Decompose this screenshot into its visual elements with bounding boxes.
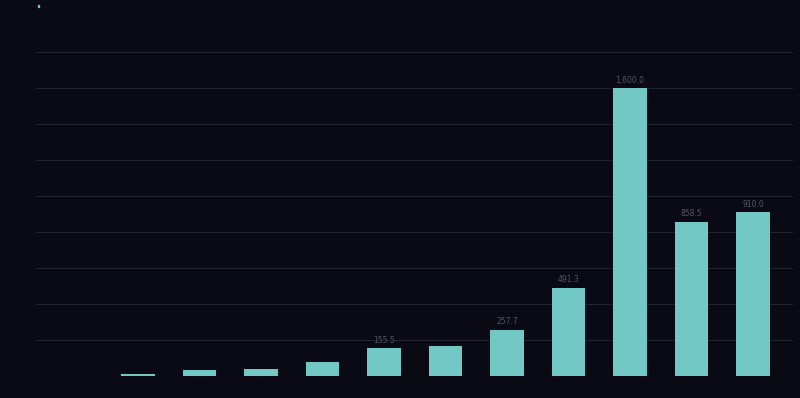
Bar — [736, 213, 770, 376]
Bar — [613, 88, 647, 376]
Text: 257.7: 257.7 — [496, 317, 518, 326]
Bar — [490, 330, 524, 376]
Text: 491.3: 491.3 — [558, 275, 579, 284]
Bar — [674, 222, 709, 376]
Bar — [552, 288, 586, 376]
Bar — [182, 370, 216, 376]
Bar — [429, 346, 462, 376]
Text: 910.0: 910.0 — [742, 200, 764, 209]
Bar — [367, 348, 401, 376]
Bar — [121, 374, 155, 376]
Legend:  — [37, 4, 41, 7]
Text: 858.5: 858.5 — [681, 209, 702, 218]
Bar — [306, 361, 339, 376]
Bar — [244, 369, 278, 376]
Text: 155.5: 155.5 — [373, 336, 395, 345]
Text: 1,600.0: 1,600.0 — [615, 76, 645, 85]
